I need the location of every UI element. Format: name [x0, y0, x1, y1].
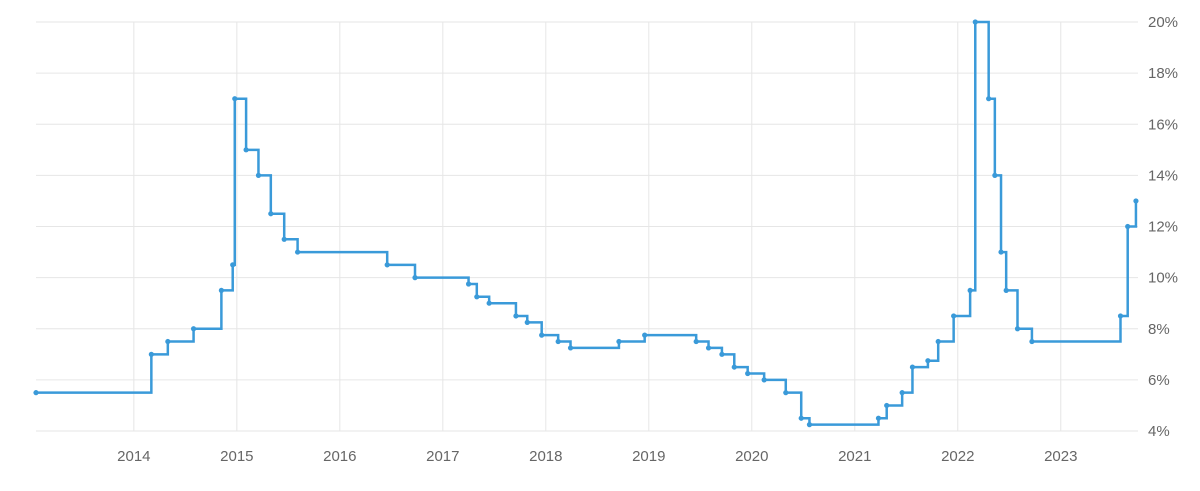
data-point[interactable]	[806, 422, 813, 428]
data-point[interactable]	[884, 402, 890, 409]
data-point[interactable]	[745, 370, 751, 377]
y-tick-label: 8%	[1148, 321, 1170, 338]
y-tick-label: 20%	[1148, 14, 1178, 31]
data-point[interactable]	[190, 326, 197, 332]
x-tick-label: 2016	[323, 448, 356, 465]
data-point[interactable]	[255, 172, 262, 178]
data-point[interactable]	[524, 319, 530, 325]
x-tick-label: 2018	[529, 448, 562, 465]
data-point[interactable]	[798, 415, 804, 421]
y-tick-label: 4%	[1148, 423, 1170, 440]
grid-layer	[36, 21, 1138, 432]
data-point[interactable]	[998, 249, 1004, 255]
data-point[interactable]	[951, 313, 957, 319]
data-point[interactable]	[1133, 198, 1139, 204]
data-point[interactable]	[1014, 326, 1021, 332]
data-point[interactable]	[875, 415, 882, 421]
data-point[interactable]	[761, 377, 767, 383]
data-point[interactable]	[474, 294, 480, 300]
x-tick-label: 2022	[941, 448, 974, 465]
data-point[interactable]	[33, 390, 39, 396]
data-point[interactable]	[935, 338, 941, 345]
data-point[interactable]	[465, 281, 472, 287]
data-point[interactable]	[294, 249, 301, 255]
data-point[interactable]	[616, 338, 622, 345]
y-tick-label: 12%	[1148, 219, 1178, 236]
data-point[interactable]	[925, 358, 931, 364]
data-point[interactable]	[148, 351, 154, 357]
data-point[interactable]	[281, 236, 287, 242]
data-point[interactable]	[1125, 223, 1131, 230]
data-point[interactable]	[1117, 313, 1124, 319]
data-point[interactable]	[218, 287, 224, 294]
data-point[interactable]	[642, 332, 648, 338]
data-point[interactable]	[783, 390, 789, 396]
x-tick-label: 2023	[1044, 448, 1077, 465]
data-point[interactable]	[412, 275, 418, 281]
data-point[interactable]	[567, 345, 574, 351]
data-point[interactable]	[972, 19, 978, 25]
data-point[interactable]	[1029, 338, 1035, 345]
data-point[interactable]	[705, 345, 712, 351]
x-tick-label: 2021	[838, 448, 871, 465]
data-point[interactable]	[992, 172, 998, 178]
data-point[interactable]	[555, 338, 561, 345]
data-point[interactable]	[986, 96, 992, 102]
x-tick-label: 2014	[117, 448, 150, 465]
data-point[interactable]	[268, 211, 274, 217]
y-tick-label: 10%	[1148, 270, 1178, 287]
data-point[interactable]	[384, 262, 390, 268]
x-tick-label: 2017	[426, 448, 459, 465]
data-point[interactable]	[719, 351, 725, 357]
series-layer	[33, 19, 1139, 428]
data-point[interactable]	[899, 390, 905, 396]
x-tick-label: 2020	[735, 448, 768, 465]
y-tick-label: 14%	[1148, 167, 1178, 184]
y-tick-label: 18%	[1148, 65, 1178, 82]
data-point[interactable]	[232, 96, 238, 102]
data-point[interactable]	[230, 262, 236, 268]
data-point[interactable]	[486, 300, 492, 306]
data-point[interactable]	[693, 338, 699, 345]
data-point[interactable]	[513, 313, 519, 319]
x-tick-label: 2019	[632, 448, 665, 465]
data-point[interactable]	[539, 332, 545, 338]
data-point[interactable]	[165, 338, 171, 345]
data-point[interactable]	[1003, 287, 1009, 294]
y-axis: 4% 6% 8% 10% 12% 14% 16% 18% 20%	[1148, 14, 1178, 440]
data-point[interactable]	[909, 364, 916, 370]
data-point[interactable]	[731, 364, 737, 370]
x-axis: 2014 2015 2016 2017 2018 2019 2020 2021 2022 2023	[117, 448, 1077, 465]
data-point[interactable]	[967, 287, 973, 294]
x-tick-label: 2015	[220, 448, 253, 465]
y-tick-label: 16%	[1148, 116, 1178, 133]
data-point[interactable]	[243, 147, 249, 153]
series-line	[36, 20, 1138, 426]
y-tick-label: 6%	[1148, 372, 1170, 389]
